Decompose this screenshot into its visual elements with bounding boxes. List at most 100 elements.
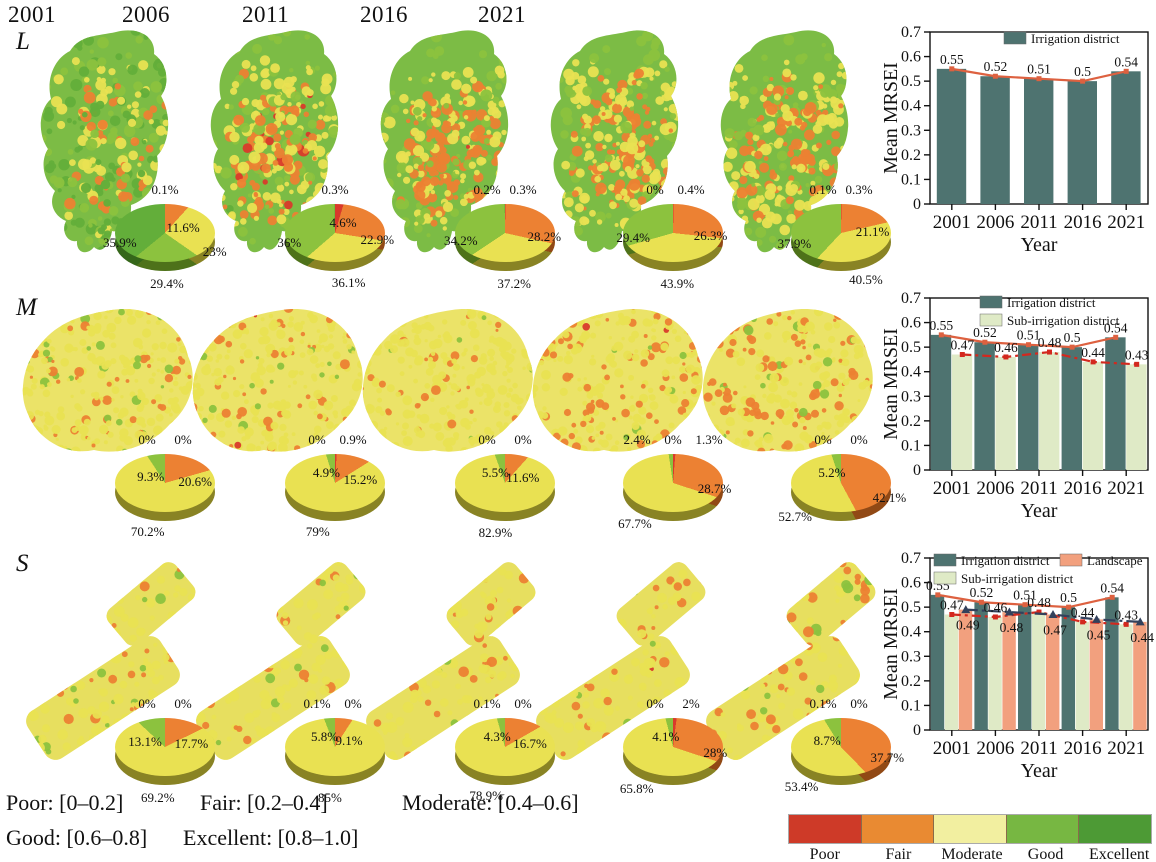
map-speckle	[527, 366, 532, 371]
map-speckle	[841, 358, 850, 367]
map-speckle	[484, 426, 492, 435]
map-speckle	[702, 401, 705, 408]
map-speckle	[64, 767, 72, 775]
map-speckle	[367, 29, 376, 38]
map-speckle	[426, 128, 437, 139]
map-speckle	[223, 672, 228, 677]
map-speckle	[162, 653, 170, 662]
map-speckle	[635, 164, 640, 169]
map-speckle	[167, 611, 178, 621]
map-speckle	[702, 643, 711, 652]
pie-label: 0.3%	[845, 182, 873, 197]
map-speckle	[836, 384, 845, 392]
map-speckle	[668, 422, 675, 429]
map-speckle	[671, 635, 676, 640]
map-speckle	[109, 627, 121, 639]
map-speckle	[860, 94, 865, 99]
map-speckle	[325, 626, 333, 634]
map-speckle	[31, 377, 38, 384]
map-speckle	[590, 590, 597, 597]
map-speckle	[267, 634, 277, 645]
map-speckle	[831, 130, 840, 140]
map-speckle	[397, 638, 405, 647]
map-speckle	[176, 567, 181, 572]
map-speckle	[480, 573, 490, 583]
map-speckle	[56, 689, 65, 697]
map-speckle	[367, 374, 375, 382]
map-speckle	[121, 162, 132, 173]
map-speckle	[657, 592, 667, 603]
map-speckle	[413, 378, 418, 384]
map-speckle	[192, 653, 202, 664]
map-speckle	[395, 150, 408, 163]
map-speckle	[463, 193, 469, 199]
map-speckle	[194, 593, 199, 599]
map-speckle	[629, 375, 634, 381]
map-speckle	[443, 334, 453, 344]
map-speckle	[108, 674, 118, 684]
map-speckle	[798, 672, 808, 681]
map-speckle	[38, 734, 47, 744]
map-speckle	[321, 131, 329, 139]
map-speckle	[220, 391, 230, 400]
map-speckle	[593, 409, 600, 416]
map-speckle	[481, 664, 492, 675]
map-speckle	[316, 558, 323, 565]
map-speckle	[580, 577, 592, 589]
map-speckle	[847, 77, 849, 86]
map-speckle	[753, 124, 765, 136]
map-speckle	[820, 87, 830, 98]
map-speckle	[315, 654, 326, 665]
map-speckle	[136, 627, 145, 637]
map-speckle	[119, 612, 125, 618]
map-speckle	[698, 392, 702, 396]
map-speckle	[340, 592, 350, 602]
map-speckle	[314, 65, 320, 71]
map-speckle	[629, 115, 642, 128]
map-speckle	[279, 423, 287, 431]
map-speckle	[24, 229, 31, 236]
pie-slices	[623, 454, 723, 512]
map-speckle	[754, 441, 758, 445]
map-speckle	[267, 215, 278, 226]
map-speckle	[872, 359, 873, 368]
map-speckle	[253, 675, 261, 683]
map-speckle	[258, 358, 265, 364]
map-speckle	[49, 346, 54, 351]
map-speckle	[91, 443, 96, 448]
map-speckle	[303, 632, 313, 641]
map-speckle	[153, 60, 164, 71]
map-speckle	[362, 352, 365, 358]
map-speckle	[503, 422, 509, 428]
map-speckle	[496, 624, 501, 629]
map-speckle	[276, 214, 287, 225]
map-speckle	[450, 391, 455, 396]
map-speckle	[50, 771, 60, 781]
map-speckle	[573, 309, 580, 312]
map-speckle	[346, 344, 352, 350]
map-speckle	[492, 33, 500, 41]
map-speckle	[467, 321, 477, 330]
map-speckle	[575, 168, 585, 178]
map-speckle	[64, 197, 76, 210]
map-speckle	[266, 622, 275, 632]
map-speckle	[404, 622, 413, 631]
map-speckle	[466, 586, 475, 595]
map-speckle	[90, 129, 99, 139]
map-speckle	[240, 218, 247, 225]
map-speckle	[171, 45, 178, 52]
map-speckle	[643, 334, 648, 338]
map-speckle	[702, 410, 705, 418]
map-speckle	[442, 226, 447, 231]
pie-label: 0.4%	[677, 182, 705, 197]
map-speckle	[701, 680, 706, 688]
map-speckle	[496, 586, 504, 594]
map-speckle	[169, 388, 174, 393]
pie-chart-L-2016: 26.3% 43.9% 29.4% 0% 0.4%	[588, 182, 758, 291]
map-speckle	[831, 146, 841, 157]
map-speckle	[691, 591, 701, 601]
map-speckle	[754, 150, 763, 160]
pie-label: 52.7%	[778, 508, 812, 524]
map-speckle	[168, 55, 169, 60]
map-speckle	[486, 656, 497, 667]
